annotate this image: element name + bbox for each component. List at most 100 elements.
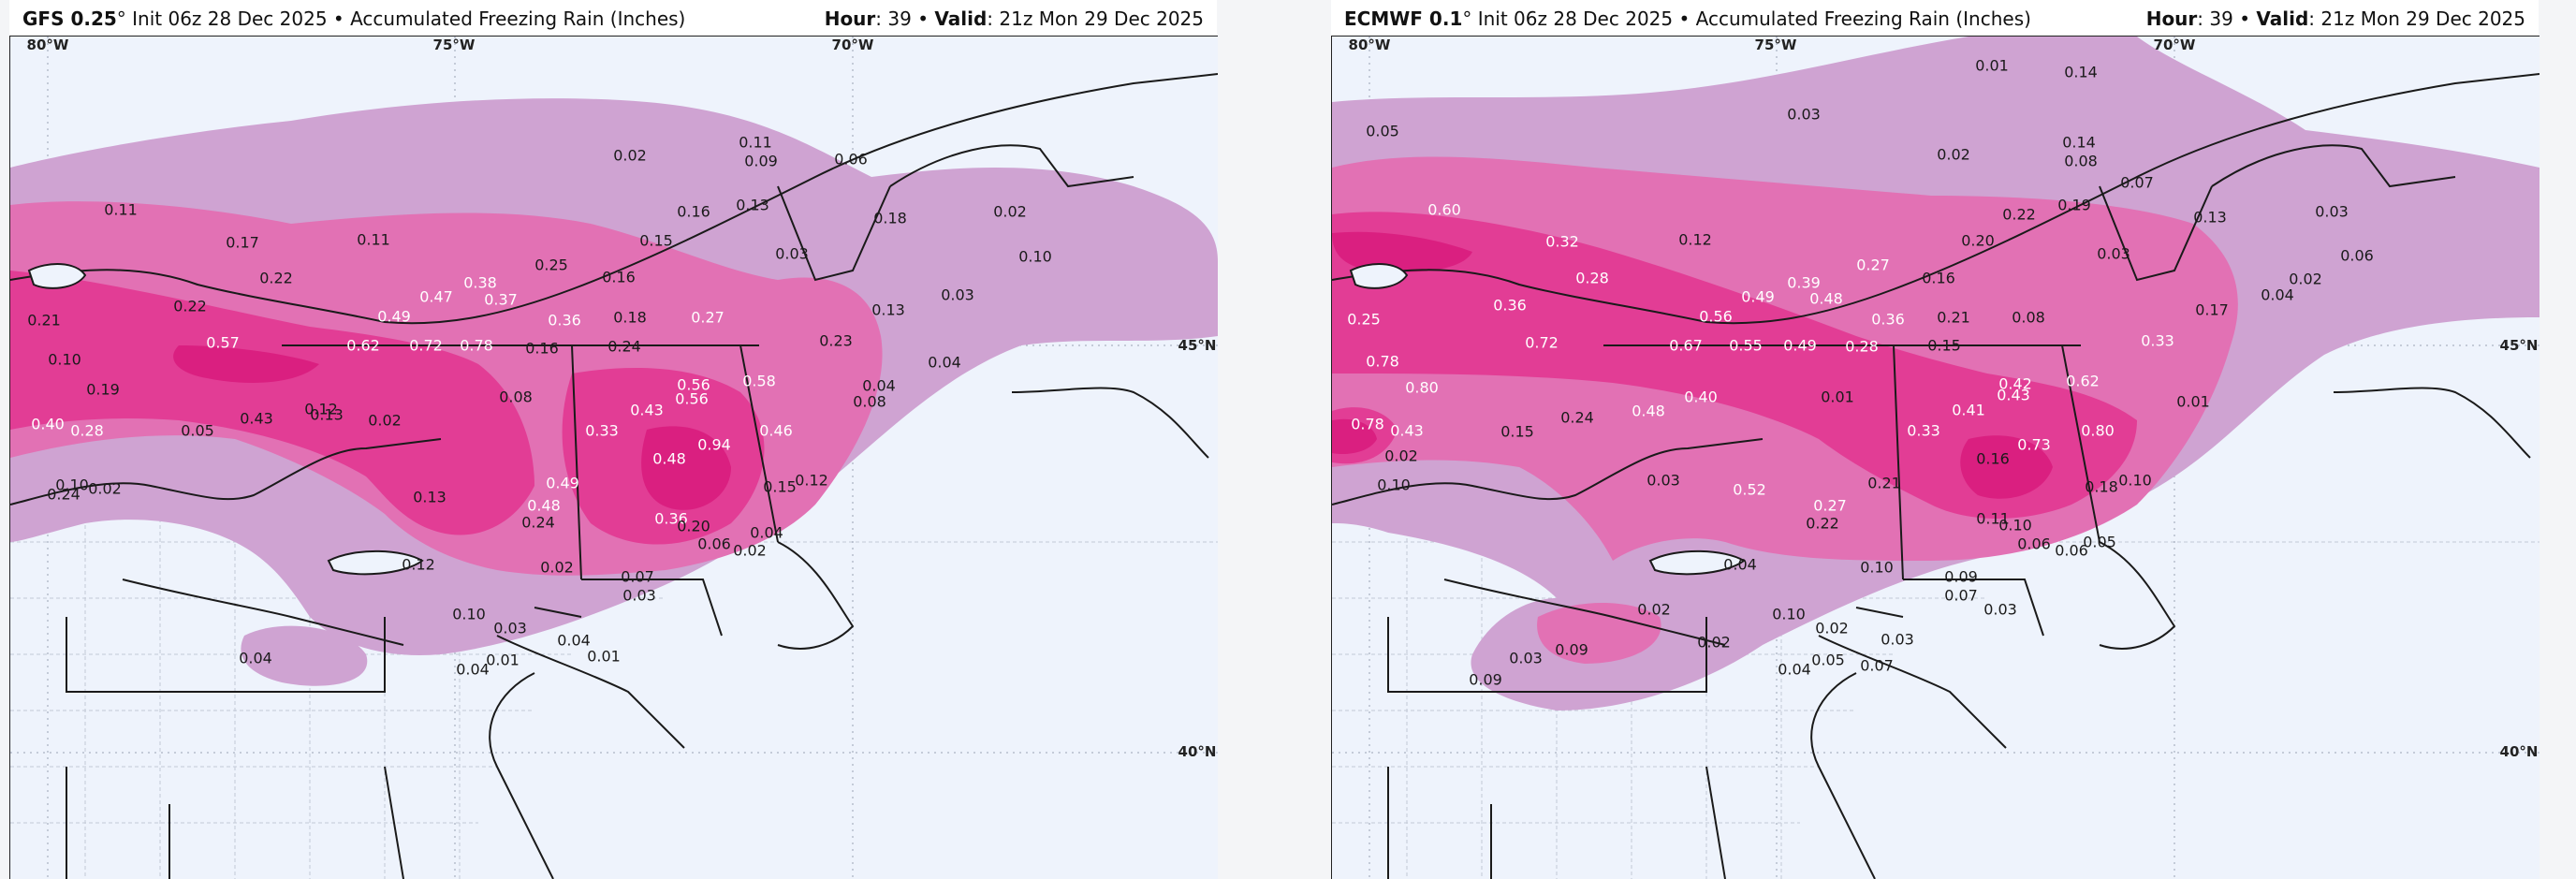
gfs-valid-info: Hour: 39 • Valid: 21z Mon 29 Dec 2025	[824, 7, 1204, 30]
ecmwf-accum-label: 0.55	[1729, 336, 1763, 355]
ecmwf-accum-label: 0.36	[1493, 296, 1527, 315]
gfs-accum-label: 0.24	[607, 337, 641, 356]
gfs-accum-label: 0.12	[402, 555, 435, 574]
gfs-accum-label: 0.04	[750, 523, 783, 542]
ecmwf-accum-label: 0.05	[1811, 651, 1845, 669]
ecmwf-accum-label: 0.12	[1678, 230, 1712, 249]
ecmwf-accum-label: 0.78	[1366, 352, 1399, 371]
ecmwf-accum-label: 0.09	[1555, 640, 1588, 659]
ecmwf-accum-label: 0.25	[1347, 310, 1381, 329]
ecmwf-title: ECMWF 0.1° Init 06z 28 Dec 2025 • Accumu…	[1344, 7, 2031, 30]
gfs-accum-label: 0.03	[941, 286, 974, 304]
ecmwf-accum-label: 0.07	[1860, 656, 1894, 675]
gfs-accum-label: 0.02	[993, 202, 1027, 221]
gfs-model-name: GFS 0.25	[22, 7, 117, 30]
gfs-accum-label: 0.11	[739, 133, 772, 152]
gfs-accum-label: 0.36	[548, 311, 581, 330]
ecmwf-lakes	[1349, 263, 1746, 576]
ecmwf-accum-label: 0.22	[2002, 205, 2036, 224]
gfs-accum-label: 0.03	[775, 244, 809, 263]
gfs-accum-label: 0.15	[763, 477, 797, 496]
ecmwf-panel-header: ECMWF 0.1° Init 06z 28 Dec 2025 • Accumu…	[1331, 0, 2539, 36]
ecmwf-accum-label: 0.03	[2097, 244, 2130, 263]
ecmwf-accum-label: 0.80	[1405, 378, 1439, 397]
ecmwf-accum-label: 0.02	[1697, 633, 1731, 652]
ecmwf-accum-label: 0.04	[1778, 660, 1811, 679]
gfs-accum-label: 0.24	[47, 485, 80, 504]
gfs-hour-value: 39	[887, 7, 912, 30]
ecmwf-accum-label: 0.01	[1821, 388, 1854, 406]
gfs-accum-label: 0.94	[697, 435, 731, 454]
ecmwf-accum-label: 0.10	[1998, 516, 2032, 535]
ecmwf-valid-label: Valid	[2256, 7, 2309, 30]
gfs-accum-label: 0.22	[259, 269, 293, 287]
ecmwf-coord-label: 70°W	[2153, 37, 2196, 53]
gfs-accum-label: 0.46	[759, 421, 793, 440]
ecmwf-accum-label: 0.27	[1813, 496, 1847, 515]
ecmwf-map-area[interactable]: 80°W 75°W 70°W 45°N 40°N 0.01 0.14 0.03 …	[1331, 36, 2539, 879]
ecmwf-model-name: ECMWF 0.1	[1344, 7, 1463, 30]
ecmwf-accum-label: 0.08	[2064, 152, 2098, 170]
ecmwf-accum-label: 0.04	[1723, 555, 1757, 574]
gfs-accum-label: 0.57	[206, 333, 240, 352]
gfs-accum-label: 0.17	[226, 233, 259, 252]
gfs-accum-label: 0.06	[834, 150, 868, 168]
ecmwf-bullet: •	[1678, 7, 1690, 30]
gfs-valid-label: Valid	[934, 7, 988, 30]
ecmwf-accum-label: 0.09	[1944, 567, 1978, 586]
ecmwf-accum-label: 0.49	[1741, 287, 1775, 306]
ecmwf-accum-label: 0.05	[1366, 122, 1399, 140]
ecmwf-accum-label: 0.28	[1575, 269, 1609, 287]
gfs-map-graphic	[10, 37, 1218, 879]
gfs-accum-label: 0.18	[613, 308, 647, 327]
gfs-accum-label: 0.03	[622, 586, 656, 605]
gfs-accum-label: 0.15	[639, 231, 673, 250]
ecmwf-accum-label: 0.67	[1669, 336, 1703, 355]
ecmwf-accum-label: 0.15	[1500, 422, 1534, 441]
gfs-accum-label: 0.48	[652, 449, 686, 468]
gfs-accum-label: 0.13	[871, 300, 905, 319]
ecmwf-accum-label: 0.16	[1976, 449, 2010, 468]
ecmwf-accum-label: 0.19	[2057, 196, 2091, 214]
gfs-accum-label: 0.12	[304, 400, 338, 418]
gfs-accum-label: 0.11	[104, 200, 138, 219]
ecmwf-accum-label: 0.56	[1699, 307, 1733, 326]
gfs-accum-label: 0.36	[654, 509, 688, 528]
gfs-accum-label: 0.49	[377, 307, 411, 326]
ecmwf-accum-label: 0.14	[2062, 133, 2096, 152]
gfs-accum-label: 0.04	[239, 649, 272, 667]
gfs-init-time: Init 06z 28 Dec 2025	[132, 7, 328, 30]
gfs-accum-label: 0.47	[419, 287, 453, 306]
ecmwf-accum-label: 0.02	[1815, 619, 1849, 637]
ecmwf-accum-label: 0.11	[1976, 509, 2010, 528]
ecmwf-accum-label: 0.48	[1809, 289, 1843, 308]
ecmwf-accum-label: 0.52	[1733, 480, 1766, 499]
ecmwf-accum-label: 0.02	[1937, 145, 1970, 164]
panel-separator	[1217, 0, 1331, 878]
gfs-accum-label: 0.25	[534, 256, 568, 274]
ecmwf-boundaries	[1332, 73, 2539, 879]
ecmwf-accum-label: 0.24	[1560, 408, 1594, 427]
ecmwf-accum-label: 0.16	[1922, 269, 1955, 287]
gfs-accum-label: 0.07	[621, 567, 654, 586]
gfs-accum-label: 0.23	[819, 331, 853, 350]
ecmwf-accum-label: 0.07	[1944, 586, 1978, 605]
ecmwf-accum-label: 0.05	[2083, 533, 2116, 551]
gfs-boundaries	[10, 73, 1218, 879]
gfs-coord-label: 40°N	[1178, 743, 1217, 760]
gfs-degree-symbol: °	[116, 7, 126, 30]
gfs-accum-label: 0.16	[677, 202, 710, 221]
gfs-accum-label: 0.13	[736, 196, 769, 214]
gfs-accum-label: 0.43	[240, 409, 273, 428]
ecmwf-accum-label: 0.01	[1975, 56, 2009, 75]
gfs-accum-label: 0.43	[630, 401, 664, 419]
gfs-bullet: •	[332, 7, 344, 30]
gfs-accum-label: 0.16	[602, 268, 636, 286]
ecmwf-accum-label: 0.72	[1525, 333, 1559, 352]
gfs-accum-label: 0.40	[31, 415, 65, 433]
gfs-accum-label: 0.02	[613, 146, 647, 165]
gfs-map-area[interactable]: 80°W 75°W 70°W 45°N 40°N 0.02 0.11 0.09 …	[9, 36, 1218, 879]
ecmwf-init-time: Init 06z 28 Dec 2025	[1477, 7, 1674, 30]
gfs-coord-label: 70°W	[831, 37, 874, 53]
gfs-accum-label: 0.22	[173, 297, 207, 315]
